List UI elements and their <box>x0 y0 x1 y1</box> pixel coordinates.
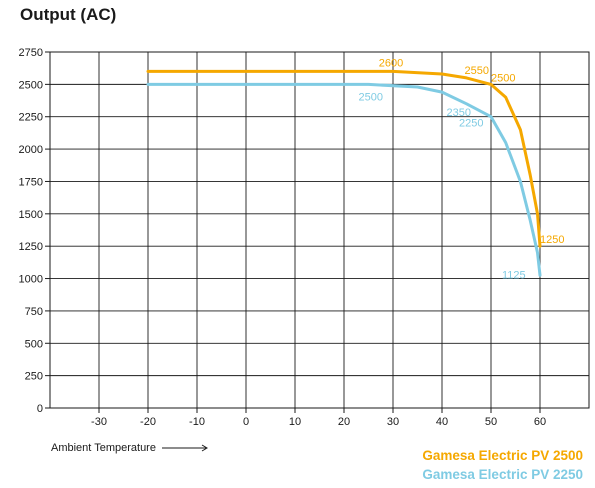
y-tick-label: 1500 <box>19 209 43 221</box>
x-tick-label: 40 <box>436 416 448 428</box>
y-tick-label: 1250 <box>19 241 43 253</box>
y-tick-label: 2250 <box>19 112 43 124</box>
x-tick-label: 50 <box>485 416 497 428</box>
series-line <box>146 69 542 248</box>
x-tick-label: -30 <box>91 416 107 428</box>
x-tick-label: -20 <box>140 416 156 428</box>
series-layer <box>146 69 542 277</box>
data-label: 1125 <box>502 269 526 281</box>
data-label: 2550 <box>465 65 489 77</box>
data-label: 2600 <box>379 57 403 69</box>
legend: Gamesa Electric PV 2500 Gamesa Electric P… <box>422 446 583 484</box>
x-tick-label: -10 <box>189 416 205 428</box>
x-axis-label: Ambient Temperature <box>51 442 210 454</box>
x-tick-label: 10 <box>289 416 301 428</box>
data-label: 1250 <box>540 234 564 246</box>
y-tick-label: 1000 <box>19 274 43 286</box>
data-label: 2500 <box>491 72 515 84</box>
x-axis-label-text: Ambient Temperature <box>51 442 156 454</box>
data-label: 2350 <box>447 107 471 119</box>
y-tick-label: 1750 <box>19 176 43 188</box>
chart-title: Output (AC) <box>20 5 117 24</box>
arrow-right-icon <box>161 444 208 452</box>
y-tick-label: 750 <box>25 306 43 318</box>
data-label: 2250 <box>459 118 483 130</box>
x-tick-label: 20 <box>338 416 350 428</box>
y-tick-label: 2750 <box>19 47 43 59</box>
data-label: 2500 <box>359 91 383 103</box>
y-tick-label: 0 <box>37 403 43 415</box>
series-line <box>146 82 542 277</box>
legend-entry: Gamesa Electric PV 2250 <box>422 467 583 482</box>
y-tick-label: 2500 <box>19 79 43 91</box>
legend-entry: Gamesa Electric PV 2500 <box>422 448 583 463</box>
x-tick-label: 0 <box>243 416 249 428</box>
x-tick-label: 30 <box>387 416 399 428</box>
x-tick-label: 60 <box>534 416 546 428</box>
y-tick-label: 2000 <box>19 144 43 156</box>
y-tick-label: 250 <box>25 371 43 383</box>
axis-layer: 0250500750100012501500175020002250250027… <box>19 47 547 428</box>
y-tick-label: 500 <box>25 338 43 350</box>
